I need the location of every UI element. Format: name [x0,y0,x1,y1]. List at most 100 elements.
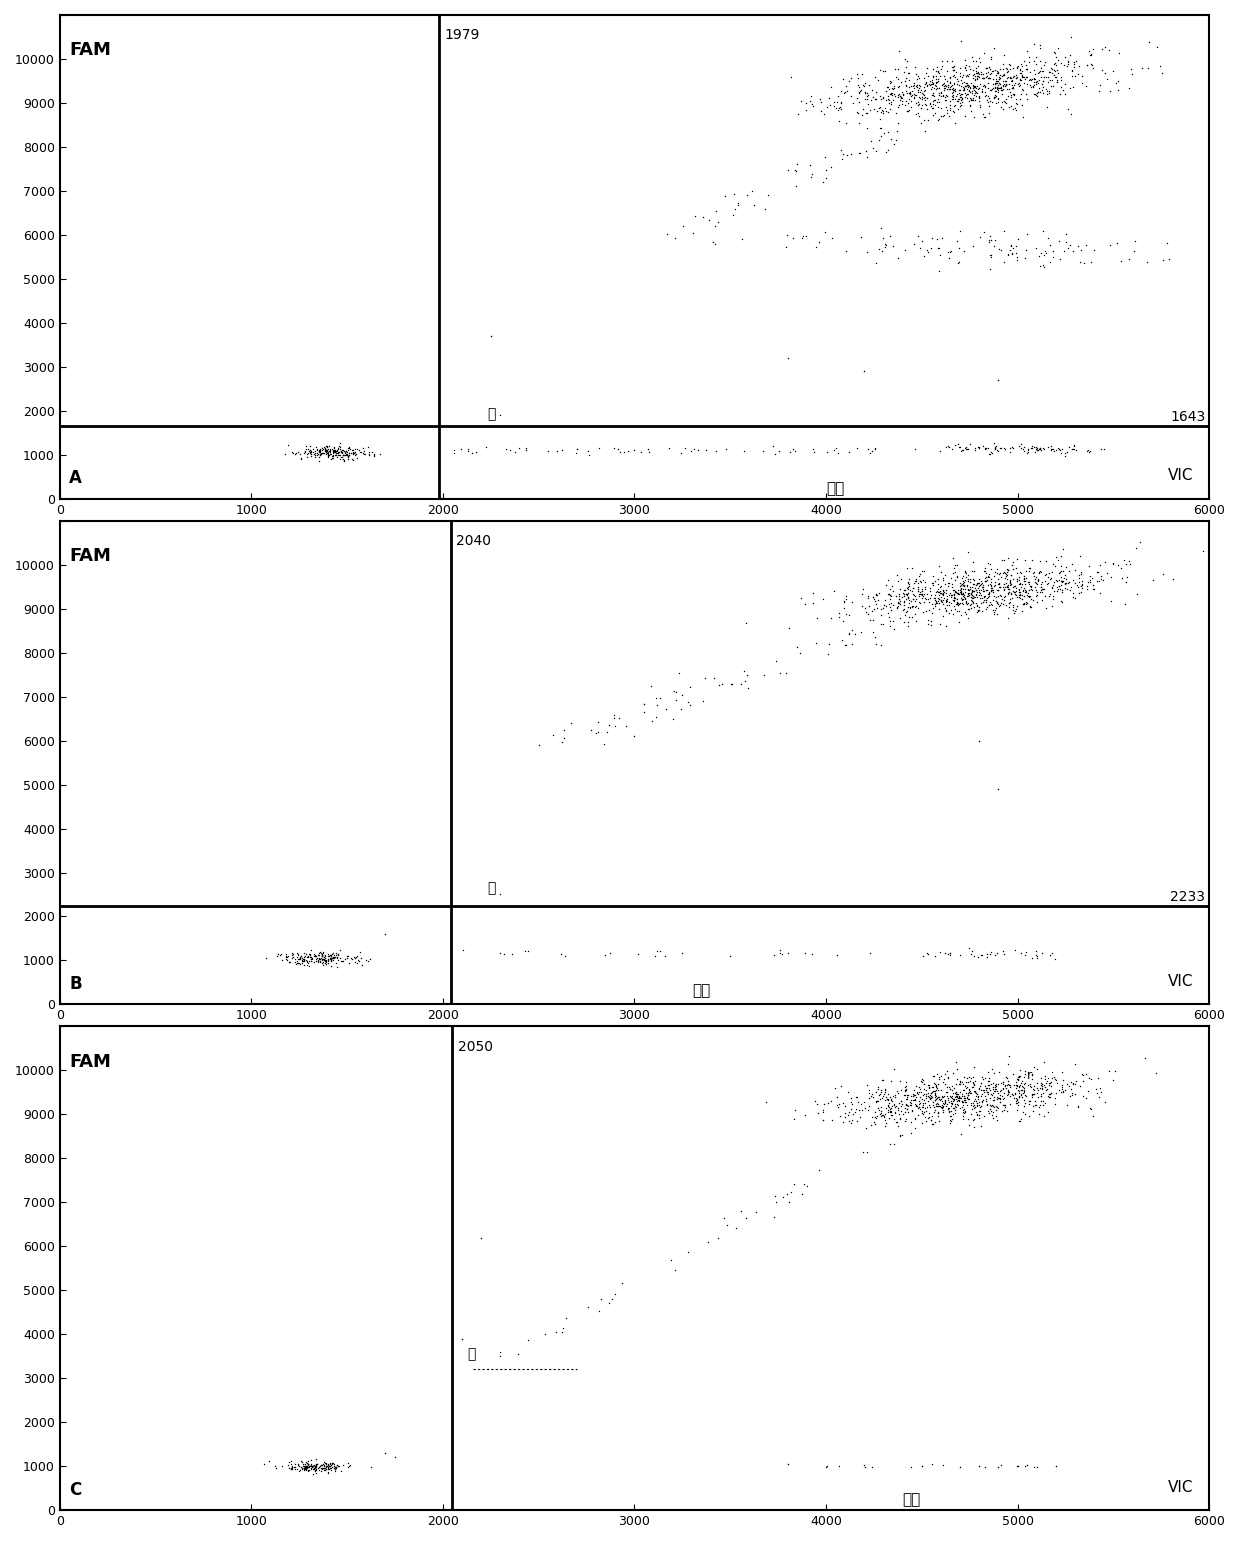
Point [986,437,1006,461]
Point [1024,559,1044,583]
Point [290,946,310,971]
Point [842,589,862,614]
Point [895,1108,915,1133]
Point [1003,580,1023,605]
Point [949,435,968,460]
Point [993,941,1013,966]
Point [305,943,325,967]
Point [890,83,910,108]
Point [300,941,320,966]
Point [825,89,844,114]
Point [961,86,981,111]
Point [998,1079,1018,1103]
Point [987,1079,1007,1103]
Point [985,430,1004,455]
Point [910,74,930,99]
Point [971,943,991,967]
Point [322,437,342,461]
Point [1030,32,1050,57]
Point [863,85,883,110]
Point [332,949,352,974]
Point [963,594,983,619]
Point [972,77,992,102]
Point [777,157,797,182]
Point [1050,440,1070,464]
Point [983,1077,1003,1102]
Point [888,57,908,82]
Point [854,80,874,105]
Point [986,435,1006,460]
Point [940,71,960,96]
Point [847,435,867,460]
Point [301,1455,321,1480]
Point [940,580,960,605]
Point [883,1083,903,1108]
Point [890,1105,910,1129]
Point [290,946,310,971]
Point [1040,437,1060,461]
Point [954,1077,973,1102]
Point [986,560,1006,585]
Point [994,43,1014,68]
Point [988,89,1008,114]
Point [303,440,322,464]
Point [825,1075,844,1100]
Point [923,1089,942,1114]
Point [944,57,963,82]
Point [1050,68,1070,93]
Point [1035,1091,1055,1116]
Point [885,1100,905,1125]
Point [308,949,327,974]
Point [892,80,911,105]
Point [936,614,956,639]
Point [877,1086,897,1111]
Point [894,577,914,602]
Point [334,438,353,463]
Point [963,583,983,608]
Point [944,57,963,82]
Point [294,441,314,466]
Point [982,588,1002,613]
Point [900,1092,920,1117]
Point [849,111,869,136]
Point [1016,589,1035,614]
Point [934,63,954,88]
Point [857,139,877,164]
Point [987,1074,1007,1099]
Point [1126,535,1146,560]
Point [962,583,982,608]
Point [298,1454,317,1478]
Point [879,1094,899,1119]
Point [319,947,339,972]
Point [301,944,321,969]
Point [290,946,310,971]
Point [990,238,1009,262]
Point [1038,565,1058,589]
Point [1086,1077,1106,1102]
Point [957,62,977,86]
Point [353,438,373,463]
Point [901,1099,921,1123]
Point [604,435,624,460]
Point [962,589,982,614]
Point [931,1088,951,1113]
Point [857,145,877,170]
Point [970,93,990,117]
Point [1025,51,1045,76]
Point [967,1094,987,1119]
Point [255,946,275,971]
Point [835,80,854,105]
Point [978,227,998,252]
Point [1151,54,1171,79]
Point [983,600,1003,625]
Point [985,437,1004,461]
Point [281,1455,301,1480]
Point [1030,35,1050,60]
Point [1080,43,1100,68]
Point [1009,582,1029,606]
Point [386,1446,405,1470]
Point [1009,580,1029,605]
Point [915,1088,935,1113]
Point [1021,1089,1040,1114]
Point [616,714,636,739]
